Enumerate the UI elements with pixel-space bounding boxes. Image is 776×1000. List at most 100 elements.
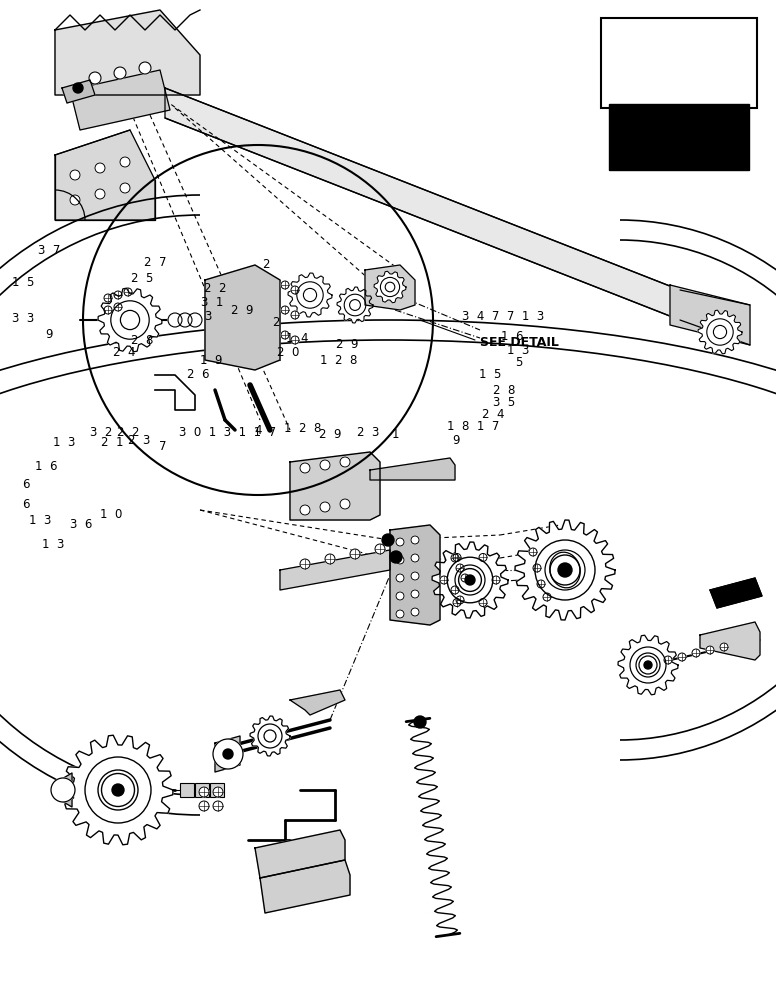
Circle shape (73, 83, 83, 93)
Circle shape (545, 550, 585, 590)
Circle shape (644, 661, 652, 669)
Bar (210, 783, 224, 797)
Circle shape (281, 306, 289, 314)
Polygon shape (63, 735, 173, 845)
Circle shape (440, 576, 448, 584)
Circle shape (447, 557, 493, 603)
Circle shape (112, 784, 124, 796)
Circle shape (281, 281, 289, 289)
Text: 1  2  8: 1 2 8 (284, 422, 321, 434)
Text: 1  3: 1 3 (42, 538, 64, 552)
Circle shape (70, 170, 80, 180)
Circle shape (114, 303, 122, 311)
Text: 2  3: 2 3 (129, 434, 151, 446)
Text: 3  1: 3 1 (201, 296, 223, 308)
Text: 2  0: 2 0 (278, 346, 300, 359)
Circle shape (456, 564, 464, 572)
Circle shape (459, 569, 481, 591)
Polygon shape (698, 310, 742, 354)
Circle shape (380, 277, 400, 297)
Polygon shape (255, 830, 345, 878)
Circle shape (303, 288, 317, 302)
Text: 2  9: 2 9 (337, 338, 359, 351)
Circle shape (98, 770, 138, 810)
Bar (180, 783, 194, 797)
Circle shape (213, 801, 223, 811)
Circle shape (291, 336, 299, 344)
Circle shape (390, 551, 402, 563)
Polygon shape (55, 130, 155, 220)
Circle shape (396, 538, 404, 546)
Circle shape (291, 286, 299, 294)
Text: 7: 7 (159, 440, 167, 452)
Circle shape (465, 575, 475, 585)
Circle shape (636, 653, 660, 677)
Circle shape (188, 313, 202, 327)
Text: 2  4: 2 4 (483, 408, 504, 420)
Circle shape (382, 534, 394, 546)
Text: 2  3: 2 3 (358, 426, 379, 438)
Circle shape (707, 319, 733, 345)
Polygon shape (260, 860, 350, 913)
Circle shape (213, 739, 243, 769)
Circle shape (456, 596, 464, 604)
Circle shape (120, 310, 140, 330)
Text: 2  6: 2 6 (187, 368, 209, 381)
Polygon shape (98, 288, 162, 352)
Polygon shape (670, 285, 750, 345)
Circle shape (104, 306, 112, 314)
Circle shape (533, 564, 541, 572)
Circle shape (529, 548, 537, 556)
Circle shape (213, 787, 223, 797)
Text: 1  6: 1 6 (36, 460, 57, 474)
Text: 3  5: 3 5 (494, 396, 515, 410)
Circle shape (453, 599, 461, 607)
Circle shape (51, 778, 75, 802)
Circle shape (396, 610, 404, 618)
Circle shape (396, 556, 404, 564)
Text: 2  8: 2 8 (494, 383, 515, 396)
Text: 2  9: 2 9 (319, 428, 341, 442)
Circle shape (300, 463, 310, 473)
Circle shape (479, 553, 487, 561)
Polygon shape (432, 542, 508, 618)
Circle shape (396, 574, 404, 582)
Polygon shape (290, 690, 345, 715)
Circle shape (678, 653, 686, 661)
Circle shape (411, 536, 419, 544)
Polygon shape (62, 80, 95, 103)
Circle shape (706, 646, 714, 654)
Circle shape (264, 730, 276, 742)
Text: 1  3: 1 3 (54, 436, 75, 450)
Circle shape (281, 331, 289, 339)
Circle shape (720, 643, 728, 651)
Circle shape (350, 300, 360, 310)
Text: 3: 3 (204, 310, 212, 324)
Polygon shape (250, 716, 290, 756)
Text: 2  2: 2 2 (205, 282, 227, 294)
Circle shape (543, 593, 551, 601)
Polygon shape (215, 736, 240, 772)
Text: 3  3: 3 3 (12, 312, 34, 324)
Circle shape (639, 656, 657, 674)
Text: 2  9: 2 9 (231, 304, 253, 318)
Text: 1  6: 1 6 (501, 330, 523, 344)
Text: 1  4: 1 4 (286, 332, 308, 344)
Circle shape (550, 555, 580, 585)
Text: 9: 9 (45, 328, 53, 340)
Circle shape (139, 62, 151, 74)
Polygon shape (390, 525, 440, 625)
Text: 9: 9 (452, 434, 460, 446)
Polygon shape (618, 635, 678, 695)
Text: 5: 5 (514, 356, 522, 368)
Circle shape (120, 183, 130, 193)
Circle shape (385, 282, 395, 292)
Text: 2: 2 (262, 257, 269, 270)
Circle shape (630, 647, 666, 683)
Circle shape (104, 294, 112, 302)
Polygon shape (55, 773, 72, 807)
Text: 1  8  1  7: 1 8 1 7 (447, 420, 500, 432)
Text: 3  4  7  7  1  3: 3 4 7 7 1 3 (462, 310, 544, 324)
Circle shape (411, 572, 419, 580)
Circle shape (120, 157, 130, 167)
